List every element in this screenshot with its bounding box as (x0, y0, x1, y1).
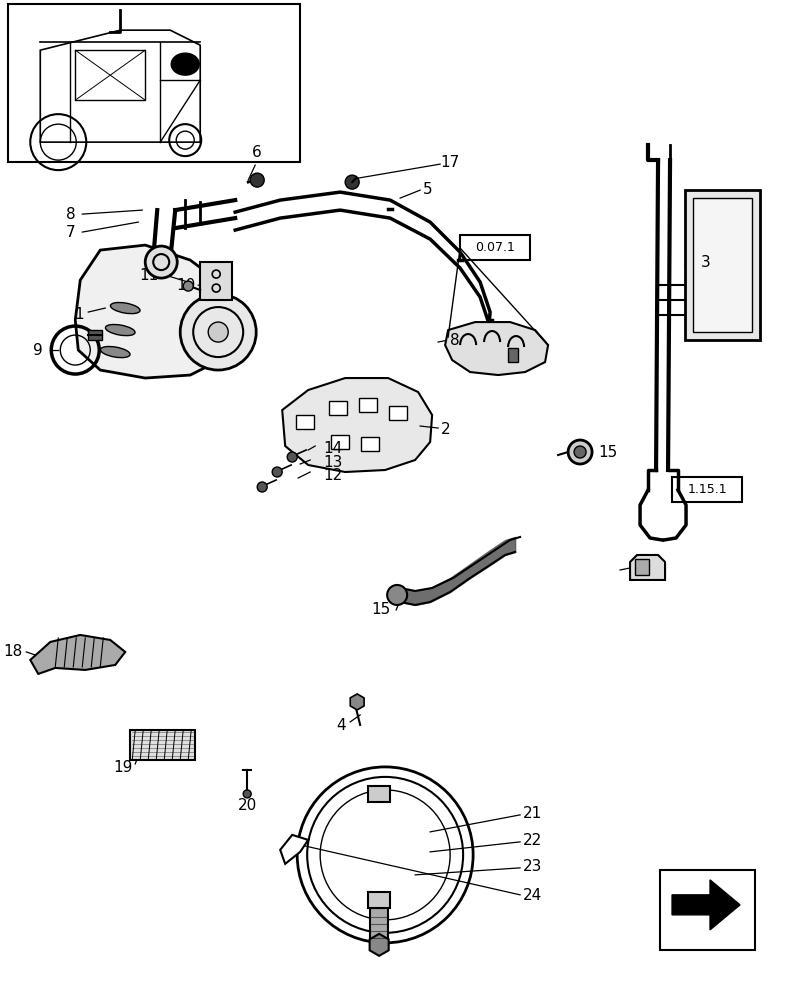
Text: 0.07.1: 0.07.1 (475, 241, 515, 254)
Text: 2: 2 (441, 422, 451, 437)
Circle shape (250, 173, 264, 187)
Bar (672, 477, 742, 502)
Circle shape (345, 175, 360, 189)
Text: 15: 15 (371, 602, 390, 617)
Circle shape (180, 294, 256, 370)
Text: 23: 23 (523, 859, 542, 874)
Ellipse shape (100, 346, 130, 358)
Text: 5: 5 (423, 182, 433, 197)
Bar (130, 730, 196, 760)
Circle shape (574, 446, 586, 458)
Polygon shape (75, 245, 235, 378)
Bar (361, 437, 379, 451)
Text: 14: 14 (323, 441, 343, 456)
Text: 18: 18 (3, 644, 23, 659)
Text: 7: 7 (65, 225, 75, 240)
Text: 24: 24 (523, 888, 542, 903)
Bar (685, 190, 760, 340)
Text: 21: 21 (523, 806, 542, 821)
Text: 8: 8 (65, 207, 75, 222)
Bar (368, 786, 390, 802)
Polygon shape (282, 378, 432, 472)
Text: 9: 9 (32, 343, 42, 358)
Bar (88, 330, 103, 340)
Bar (508, 348, 518, 362)
Bar (329, 401, 347, 415)
Polygon shape (350, 694, 364, 710)
Bar (297, 415, 314, 429)
Bar (660, 870, 755, 950)
Bar (75, 50, 145, 100)
Text: 22: 22 (523, 833, 542, 848)
Bar (368, 892, 390, 908)
Circle shape (208, 322, 228, 342)
Text: 20: 20 (238, 798, 257, 813)
Bar (360, 398, 377, 412)
Polygon shape (445, 322, 548, 375)
Ellipse shape (111, 303, 140, 314)
Text: 13: 13 (323, 455, 343, 470)
Polygon shape (672, 880, 740, 930)
Circle shape (287, 452, 297, 462)
Polygon shape (369, 934, 389, 956)
Text: 6: 6 (252, 145, 262, 160)
Circle shape (183, 281, 193, 291)
Text: 12: 12 (323, 468, 343, 483)
Text: 8: 8 (450, 333, 460, 348)
Circle shape (145, 246, 177, 278)
Polygon shape (30, 635, 125, 674)
Bar (635, 559, 649, 575)
Text: 10: 10 (176, 278, 196, 293)
Circle shape (387, 585, 407, 605)
Circle shape (243, 790, 251, 798)
Ellipse shape (171, 53, 200, 75)
Text: 15: 15 (598, 445, 617, 460)
Circle shape (257, 482, 267, 492)
Bar (8, 4, 301, 162)
Circle shape (272, 467, 282, 477)
Polygon shape (280, 835, 308, 864)
Text: 1.15.1: 1.15.1 (688, 483, 727, 496)
Text: 3: 3 (701, 255, 711, 270)
Bar (693, 198, 752, 332)
Bar (370, 908, 388, 943)
Bar (460, 235, 530, 260)
Bar (389, 406, 407, 420)
Text: 19: 19 (113, 760, 133, 775)
Bar (331, 435, 349, 449)
Ellipse shape (106, 324, 135, 336)
Text: 4: 4 (337, 718, 346, 733)
Circle shape (568, 440, 592, 464)
Text: 1: 1 (74, 307, 84, 322)
Bar (200, 262, 232, 300)
Text: 16: 16 (635, 564, 654, 579)
Text: 11: 11 (139, 268, 158, 283)
Text: 17: 17 (440, 155, 460, 170)
Polygon shape (630, 555, 665, 580)
